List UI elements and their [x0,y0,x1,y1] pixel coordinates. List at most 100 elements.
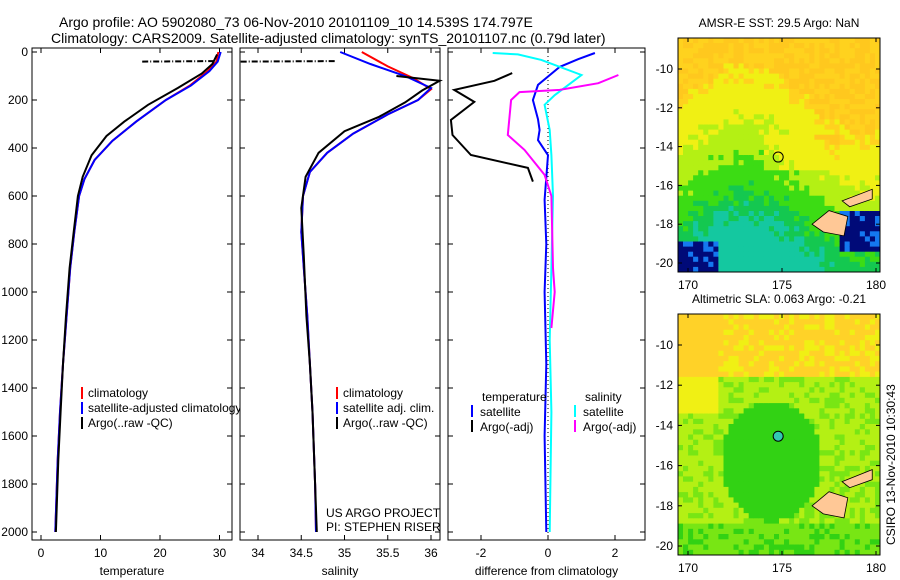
map-cell [758,319,765,325]
map-cell [814,226,820,232]
legend-label: Argo(-adj) [583,420,636,434]
map-cell [859,319,866,325]
map-cell [678,392,684,399]
map-cell [839,261,846,268]
map-cell [743,455,750,462]
map-cell [864,528,871,535]
map-cell [753,149,760,156]
map-cell [713,397,719,404]
map-cell [839,99,846,105]
map-cell [784,256,790,263]
map-cell [688,345,694,352]
map-cell [859,78,866,85]
map-cell [809,523,815,530]
map-cell [809,78,815,85]
map-cell [869,226,876,232]
map-cell [844,38,851,44]
map-cell [748,211,755,217]
map-cell [809,481,815,488]
map-cell [713,429,719,435]
map-cell [728,78,734,85]
map-cell [698,382,704,388]
map-cell [683,104,689,110]
map-cell [768,439,775,446]
map-cell [758,518,765,524]
map-cell [708,88,714,95]
map-cell [723,549,729,556]
map-cell [864,165,871,171]
map-cell [753,507,760,514]
map-cell [839,408,846,414]
map-cell [708,58,714,64]
map-cell [774,497,780,504]
map-cell [875,476,881,483]
map-cell [763,319,770,325]
map-cell [824,241,830,248]
map-cell [738,397,745,404]
map-cell [733,513,739,519]
map-cell [779,180,785,186]
map-cell [678,335,684,341]
map-cell [849,366,856,373]
map-cell [718,507,724,514]
map-cell [733,68,739,75]
map-cell [869,231,876,237]
map-cell [779,481,785,488]
map-cell [718,109,724,115]
map-cell [779,465,785,472]
map-cell [794,170,800,176]
map-cell [875,455,881,462]
map-cell [758,241,765,248]
map-cell [758,134,765,141]
map-cell [703,190,709,197]
map-cell [819,455,825,462]
map-cell [708,329,714,336]
map-cell [849,492,856,498]
map-cell [763,340,770,346]
map-cell [834,200,840,207]
map-cell [809,397,815,404]
map-cell [794,429,800,435]
map-cell [864,345,871,352]
map-cell [703,319,709,325]
map-cell [708,471,714,477]
map-cell [683,413,689,420]
map-cell [723,63,729,69]
map-cell [844,439,851,446]
map-cell [849,83,856,90]
map-cell [708,528,714,535]
map-cell [784,200,790,207]
map-cell [703,109,709,115]
map-cell [733,439,739,446]
map-cell [875,211,881,217]
map-cell [859,460,866,467]
map-cell [733,376,739,383]
map-cell [859,144,866,151]
map-cell [693,445,699,451]
map-cell [844,324,851,331]
map-cell [683,513,689,519]
map-cell [738,175,745,181]
map-cell [784,340,790,346]
map-cell [834,335,840,341]
map-cell [708,155,714,161]
map-cell [753,53,760,59]
map-cell [748,58,755,64]
map-cell [713,513,719,519]
map-cell [814,114,820,120]
map-cell [864,445,871,451]
map-cell [758,236,765,242]
map-cell [819,129,825,136]
map-cell [784,48,790,54]
map-cell [753,236,760,242]
map-cell [849,134,856,141]
map-cell [738,403,745,409]
map-cell [743,340,750,346]
map-cell [854,43,861,49]
map-cell [728,350,734,357]
map-cell [824,528,830,535]
map-cell [718,361,724,367]
map-cell [844,114,851,120]
map-cell [768,476,775,483]
map-cell [713,88,719,95]
